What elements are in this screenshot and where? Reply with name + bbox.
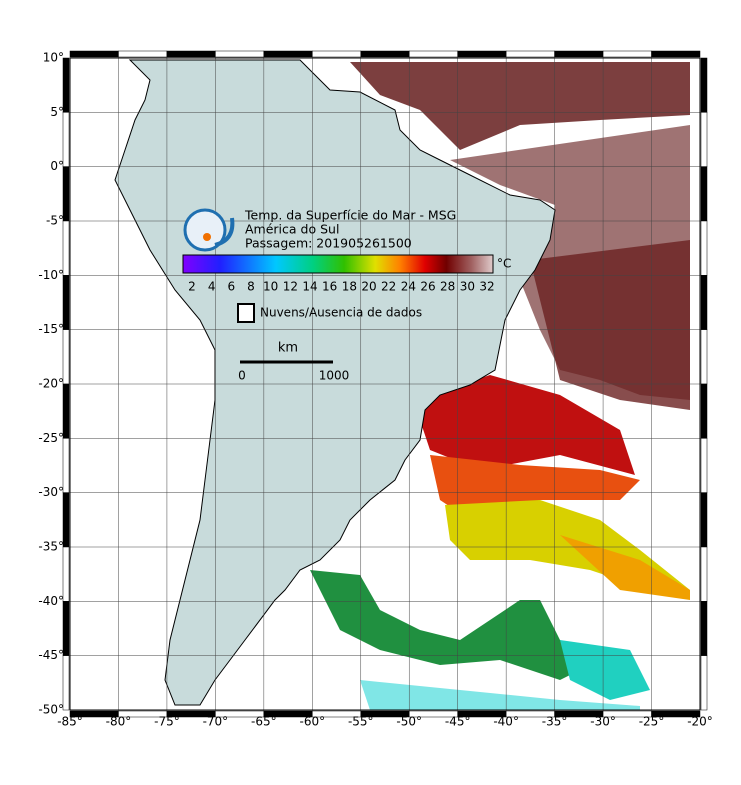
- lat-label: 5°: [50, 105, 64, 119]
- colorbar-label: 18: [342, 280, 357, 294]
- frame-segment: [700, 275, 708, 330]
- frame-segment: [505, 50, 555, 58]
- colorbar-label: 32: [479, 280, 494, 294]
- lat-label: -25°: [38, 431, 64, 445]
- sst-field: [310, 62, 690, 710]
- cloud-swatch: [237, 303, 255, 323]
- frame-segment: [700, 166, 708, 222]
- frame-segment: [69, 50, 119, 58]
- lat-label: -45°: [38, 648, 64, 662]
- frame-segment: [651, 710, 701, 718]
- colorbar-label: 30: [460, 280, 475, 294]
- frame-segment: [263, 50, 313, 58]
- lon-label: -70°: [203, 715, 229, 729]
- title: Temp. da Superfície do Mar - MSG: [244, 208, 456, 223]
- lat-label: -50°: [38, 703, 64, 717]
- colorbar-label: 6: [228, 280, 236, 294]
- lon-label: -35°: [542, 715, 568, 729]
- colorbar-label: 8: [247, 280, 255, 294]
- colorbar-unit: °C: [497, 257, 511, 271]
- lat-label: 0°: [50, 159, 64, 173]
- frame-segment: [554, 50, 604, 58]
- frame-segment: [651, 50, 701, 58]
- scale-end: 1000: [319, 369, 350, 383]
- cloud-legend: Nuvens/Ausencia de dados: [260, 306, 422, 320]
- frame-border: [69, 57, 701, 711]
- colorbar-label: 26: [420, 280, 435, 294]
- scale-unit: km: [278, 341, 298, 356]
- colorbar-label: 12: [283, 280, 298, 294]
- lon-label: -75°: [154, 715, 180, 729]
- lon-label: -80°: [106, 715, 132, 729]
- colorbar-label: 4: [208, 280, 216, 294]
- frame-segment: [700, 329, 708, 385]
- colorbar-label: 22: [381, 280, 396, 294]
- scale-start: 0: [238, 369, 246, 383]
- colorbar-label: 28: [440, 280, 455, 294]
- frame-segment: [700, 492, 708, 548]
- frame-segment: [700, 601, 708, 656]
- frame-segment: [118, 50, 168, 58]
- frame-segment: [360, 50, 410, 58]
- lon-label: -55°: [348, 715, 374, 729]
- frame-segment: [215, 50, 265, 58]
- frame-segment: [312, 50, 362, 58]
- frame-segment: [457, 50, 507, 58]
- logo: [183, 208, 235, 252]
- frame-segment: [700, 383, 708, 439]
- lat-label: -15°: [38, 322, 64, 336]
- lon-label: -85°: [57, 715, 83, 729]
- lat-label: 10°: [43, 51, 64, 65]
- lon-label: -50°: [396, 715, 422, 729]
- frame-segment: [700, 655, 708, 711]
- lon-label: -20°: [687, 715, 713, 729]
- colorbar-label: 20: [361, 280, 376, 294]
- frame-segment: [602, 50, 652, 58]
- lon-label: -45°: [445, 715, 471, 729]
- lon-label: -65°: [251, 715, 277, 729]
- lon-label: -40°: [493, 715, 519, 729]
- lon-label: -30°: [590, 715, 616, 729]
- pass-time: Passagem: 201905261500: [245, 236, 412, 251]
- colorbar: [182, 254, 494, 274]
- frame: [62, 50, 708, 718]
- frame-segment: [166, 50, 216, 58]
- lat-label: -35°: [38, 540, 64, 554]
- frame-segment: [700, 438, 708, 493]
- lat-label: -5°: [46, 214, 64, 228]
- lat-label: -30°: [38, 485, 64, 499]
- colorbar-label: 14: [302, 280, 317, 294]
- lat-label: -10°: [38, 268, 64, 282]
- colorbar-label: 2: [188, 280, 196, 294]
- lat-label: -20°: [38, 377, 64, 391]
- colorbar-label: 10: [263, 280, 278, 294]
- frame-segment: [62, 655, 70, 711]
- lon-label: -25°: [639, 715, 665, 729]
- lon-label: -60°: [300, 715, 326, 729]
- frame-segment: [700, 546, 708, 602]
- frame-segment: [700, 220, 708, 276]
- colorbar-label: 16: [322, 280, 337, 294]
- frame-segment: [700, 57, 708, 113]
- region: América do Sul: [245, 222, 339, 237]
- colorbar-label: 24: [401, 280, 416, 294]
- frame-segment: [700, 112, 708, 167]
- frame-segment: [408, 50, 458, 58]
- lat-label: -40°: [38, 594, 64, 608]
